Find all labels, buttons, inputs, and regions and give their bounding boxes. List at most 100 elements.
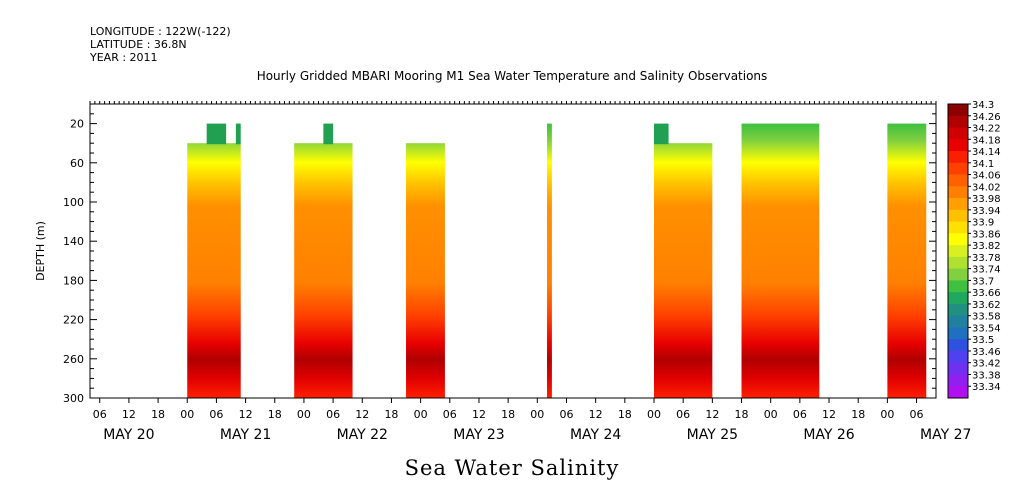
- colorbar-label: 34.22: [972, 124, 1001, 135]
- colorbar-label: 34.26: [972, 112, 1001, 123]
- x-tick-label: 18: [501, 408, 515, 421]
- data-segment: [294, 143, 353, 398]
- colorbar-label: 33.9: [972, 218, 994, 229]
- x-tick-label: 12: [705, 408, 719, 421]
- colorbar-label: 33.98: [972, 194, 1001, 205]
- colorbar-swatch: [948, 268, 968, 281]
- x-tick-label: 18: [151, 408, 165, 421]
- colorbar-swatch: [948, 280, 968, 293]
- colorbar-swatch: [948, 292, 968, 305]
- colorbar-swatch: [948, 209, 968, 223]
- x-tick-label: 06: [793, 408, 807, 421]
- x-date-label: MAY 26: [803, 427, 854, 443]
- colorbar-swatch: [948, 303, 968, 317]
- x-tick-label: 06: [93, 408, 107, 421]
- colorbar-label: 33.46: [972, 347, 1001, 358]
- y-tick-label: 300: [63, 392, 84, 405]
- x-tick-label: 12: [355, 408, 369, 421]
- longitude-label: LONGITUDE : 122W(-122): [90, 25, 231, 38]
- data-segment: [547, 123, 552, 398]
- x-tick-label: 00: [297, 408, 311, 421]
- colorbar-swatch: [948, 339, 968, 352]
- colorbar-label: 34.18: [972, 135, 1001, 146]
- colorbar-label: 34.02: [972, 182, 1001, 193]
- colorbar-swatch: [948, 104, 968, 117]
- x-tick-label: 12: [122, 408, 136, 421]
- top-minor-ticks: [89, 101, 937, 104]
- y-tick-label: 20: [70, 118, 84, 131]
- x-tick-label: 18: [735, 408, 749, 421]
- colorbar-label: 33.42: [972, 359, 1001, 370]
- x-tick-label: 18: [384, 408, 398, 421]
- colorbar: 34.334.2634.2234.1834.1434.134.0634.0233…: [947, 100, 1001, 399]
- colorbar-label: 33.34: [972, 382, 1001, 393]
- colorbar-frame: [947, 103, 969, 399]
- data-segment: [187, 143, 241, 398]
- latitude-label: LATITUDE : 36.8N: [90, 38, 187, 51]
- y-tick-label: 260: [63, 353, 84, 366]
- colorbar-label: 34.06: [972, 171, 1001, 182]
- colorbar-label: 33.74: [972, 265, 1001, 276]
- x-tick-label: 18: [618, 408, 632, 421]
- data-segment: [741, 123, 820, 398]
- colorbar-label: 34.14: [972, 147, 1001, 158]
- colorbar-label: 33.62: [972, 300, 1001, 311]
- colorbar-label: 33.5: [972, 335, 994, 346]
- x-tick-label: 12: [822, 408, 836, 421]
- x-date-label: MAY 23: [453, 427, 504, 443]
- colorbar-swatch: [948, 256, 968, 270]
- colorbar-label: 33.58: [972, 312, 1001, 323]
- data-segment: [887, 123, 927, 398]
- colorbar-swatch: [948, 162, 968, 176]
- colorbar-swatch: [948, 233, 968, 246]
- colorbar-swatch: [948, 386, 968, 399]
- x-tick-label: 00: [764, 408, 778, 421]
- x-tick-label: 00: [180, 408, 194, 421]
- colorbar-label: 33.86: [972, 229, 1001, 240]
- x-tick-label: 12: [472, 408, 486, 421]
- colorbar-swatch: [948, 139, 968, 152]
- colorbar-swatch: [948, 362, 968, 375]
- x-tick-label: 12: [589, 408, 603, 421]
- x-tick-label: 18: [851, 408, 865, 421]
- y-axis-label: DEPTH (m): [34, 221, 47, 281]
- colorbar-swatch: [948, 327, 968, 340]
- colorbar-swatch: [948, 174, 968, 187]
- chart-title: Hourly Gridded MBARI Mooring M1 Sea Wate…: [257, 69, 768, 83]
- x-tick-label: 06: [443, 408, 457, 421]
- colorbar-label: 33.38: [972, 370, 1001, 381]
- x-date-label: MAY 24: [570, 427, 621, 443]
- colorbar-label: 33.78: [972, 253, 1001, 264]
- colorbar-swatch: [948, 115, 968, 129]
- colorbar-swatch: [948, 198, 968, 211]
- x-tick-label: 06: [559, 408, 573, 421]
- x-date-label: MAY 25: [687, 427, 738, 443]
- colorbar-swatch: [948, 374, 968, 387]
- colorbar-swatch: [948, 186, 968, 199]
- y-axis: 20 60 100 140 180 220 260 300: [63, 103, 936, 405]
- data-segment-peak: [206, 123, 227, 145]
- colorbar-swatch: [948, 151, 968, 164]
- colorbar-label: 33.54: [972, 323, 1001, 334]
- colorbar-label: 33.82: [972, 241, 1001, 252]
- x-date-label: MAY 22: [337, 427, 388, 443]
- data-segment: [406, 143, 445, 398]
- year-label: YEAR : 2011: [89, 51, 158, 64]
- y-tick-label: 60: [70, 157, 84, 170]
- data-segment: [654, 143, 713, 398]
- colorbar-swatch: [948, 245, 968, 258]
- colorbar-label: 33.7: [972, 276, 994, 287]
- x-tick-label: 12: [239, 408, 253, 421]
- colorbar-label: 34.3: [972, 100, 994, 111]
- colorbar-swatch: [948, 221, 968, 234]
- x-tick-label: 06: [910, 408, 924, 421]
- x-tick-label: 00: [530, 408, 544, 421]
- colorbar-label: 33.94: [972, 206, 1001, 217]
- colorbar-label: 33.66: [972, 288, 1001, 299]
- y-tick-label: 220: [63, 314, 84, 327]
- x-tick-label: 06: [676, 408, 690, 421]
- data-segment-peak: [323, 123, 334, 145]
- x-tick-label: 00: [414, 408, 428, 421]
- data-segments: [187, 123, 927, 398]
